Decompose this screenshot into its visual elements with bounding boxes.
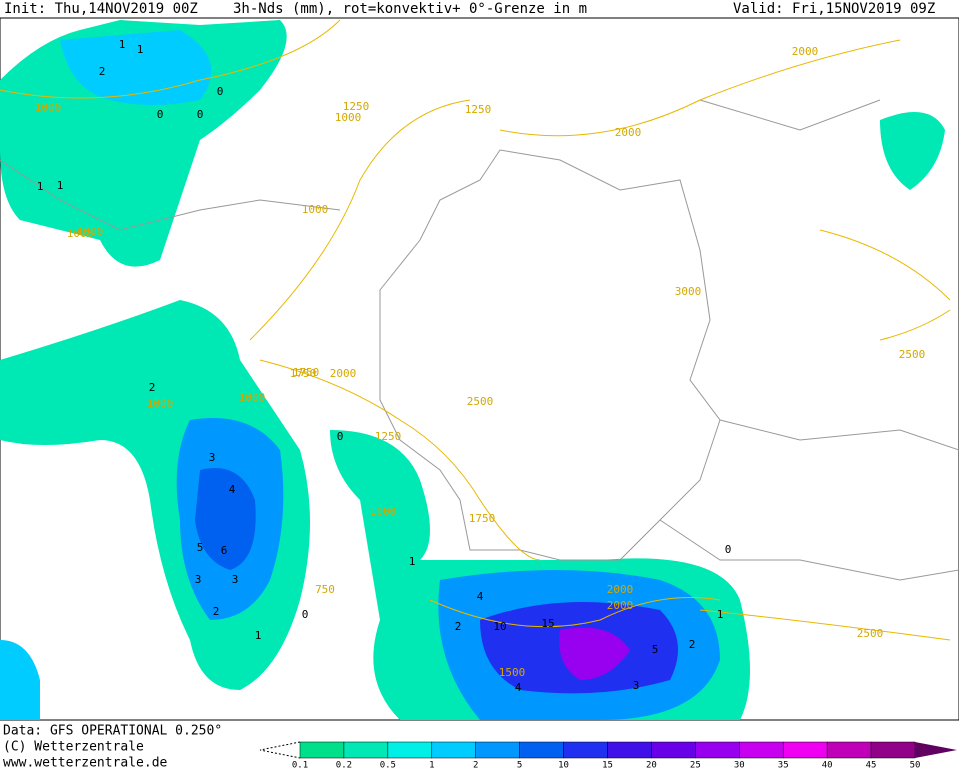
colorbar-box bbox=[651, 741, 696, 759]
precip-label: 2 bbox=[149, 381, 156, 394]
colorbar-box bbox=[343, 741, 389, 759]
precip-label: 6 bbox=[221, 544, 228, 557]
contour-label: 1000 bbox=[239, 391, 266, 404]
precip-label: 3 bbox=[633, 679, 640, 692]
colorbar-label: 35 bbox=[778, 761, 789, 770]
precip-label: 2 bbox=[99, 65, 106, 78]
colorbar-label: 20 bbox=[646, 761, 657, 770]
colorbar-label: 25 bbox=[690, 761, 701, 770]
contour-label: 1000 bbox=[335, 111, 362, 124]
colorbar: 0.1 0.2 0.5 1 2 5 10 15 20 25 30 35 40 45 50 bbox=[259, 741, 957, 770]
contour-label: 1750 bbox=[290, 367, 317, 380]
precip-label: 1 bbox=[37, 180, 44, 193]
precip-label: 3 bbox=[209, 451, 216, 464]
precip-label: 0 bbox=[302, 608, 309, 621]
colorbar-box bbox=[519, 741, 564, 759]
colorbar-box bbox=[431, 741, 476, 759]
colorbar-box bbox=[475, 741, 520, 759]
colorbar-label: 40 bbox=[822, 761, 833, 770]
contour-label: 3000 bbox=[675, 285, 702, 298]
precip-areas bbox=[0, 20, 945, 720]
precip-label: 4 bbox=[229, 483, 236, 496]
contour-label: 1000 bbox=[370, 505, 397, 518]
colorbar-box bbox=[782, 741, 828, 759]
precip-label: 1 bbox=[57, 179, 64, 192]
footer: Data: GFS OPERATIONAL 0.250°(C) Wetterze… bbox=[3, 724, 222, 770]
colorbar-label: 45 bbox=[866, 761, 877, 770]
precip-label: 0 bbox=[725, 543, 732, 556]
contour-label: 2000 bbox=[607, 583, 634, 596]
contour-label: 2000 bbox=[330, 367, 357, 380]
precip-label: 1 bbox=[119, 38, 126, 51]
colorbar-box bbox=[870, 741, 916, 759]
contour-label: 1250 bbox=[465, 103, 492, 116]
contour-label: 1000 bbox=[302, 203, 329, 216]
contour-label: 1250 bbox=[343, 100, 370, 113]
contour-label: 1500 bbox=[499, 666, 526, 679]
colorbar-label: 50 bbox=[910, 761, 921, 770]
precip-label: 1 bbox=[409, 555, 416, 568]
precip-label: 1 bbox=[717, 608, 724, 621]
colorbar-label: 1 bbox=[429, 761, 434, 770]
precip-label: 0 bbox=[197, 108, 204, 121]
contours bbox=[0, 19, 951, 641]
colorbar-box bbox=[695, 741, 740, 759]
contour-label: 1250 bbox=[375, 430, 402, 443]
map-title: 3h-Nds (mm), rot=konvektiv+ 0°-Grenze in… bbox=[233, 1, 587, 17]
footer-line: (C) Wetterzentrale bbox=[3, 740, 144, 755]
contour-label: 1750 bbox=[469, 512, 496, 525]
contour-label: 2000 bbox=[615, 126, 642, 139]
colorbar-box bbox=[299, 741, 345, 759]
contour-label: 2500 bbox=[857, 627, 884, 640]
precip-label: 5 bbox=[652, 643, 659, 656]
colorbar-label: 0.1 bbox=[292, 761, 308, 770]
colorbar-box bbox=[563, 741, 608, 759]
precip-label: 10 bbox=[493, 620, 506, 633]
colorbar-end bbox=[915, 742, 957, 758]
contour-label: 1000 bbox=[147, 397, 174, 410]
precip-label: 3 bbox=[195, 573, 202, 586]
precip-label: 0 bbox=[337, 430, 344, 443]
colorbar-label: 10 bbox=[558, 761, 569, 770]
contour-label: 1750 bbox=[293, 366, 320, 379]
precip-label: 2 bbox=[689, 638, 696, 651]
precip-label: 0 bbox=[217, 85, 224, 98]
colorbar-label: 5 bbox=[517, 761, 522, 770]
contour-label: 1000 bbox=[35, 101, 62, 114]
precip-label: 2 bbox=[455, 620, 462, 633]
colorbar-box bbox=[607, 741, 652, 759]
precip-label: 5 bbox=[197, 541, 204, 554]
footer-line: www.wetterzentrale.de bbox=[3, 756, 168, 770]
contour-label: 2500 bbox=[899, 348, 926, 361]
contour-label: 2000 bbox=[792, 45, 819, 58]
colorbar-label: 30 bbox=[734, 761, 745, 770]
contour-label: 2500 bbox=[467, 395, 494, 408]
init-time: Init: Thu,14NOV2019 00Z bbox=[4, 1, 198, 17]
valid-time: Valid: Fri,15NOV2019 09Z bbox=[733, 1, 935, 17]
contour-label: 1000 bbox=[67, 227, 94, 240]
contour-label: 1000 bbox=[77, 225, 104, 238]
precip-label: 1 bbox=[137, 43, 144, 56]
borders bbox=[0, 99, 959, 581]
precip-label: 1 bbox=[255, 629, 262, 642]
colorbar-box bbox=[826, 741, 872, 759]
precip-label: 3 bbox=[232, 573, 239, 586]
map-labels: 1000 125010001000100012502000200010003000… bbox=[35, 38, 926, 694]
precip-label: 2 bbox=[213, 605, 220, 618]
colorbar-box bbox=[387, 741, 433, 759]
precip-label: 4 bbox=[477, 590, 484, 603]
contour-label: 750 bbox=[315, 583, 335, 596]
precip-label: 15 bbox=[541, 617, 554, 630]
contour-label: 2000 bbox=[607, 599, 634, 612]
colorbar-label: 15 bbox=[602, 761, 613, 770]
colorbar-label: 0.2 bbox=[336, 761, 352, 770]
colorbar-label: 0.5 bbox=[380, 761, 396, 770]
colorbar-label: 2 bbox=[473, 761, 478, 770]
precip-label: 0 bbox=[157, 108, 164, 121]
footer-line: Data: GFS OPERATIONAL 0.250° bbox=[3, 724, 222, 739]
colorbar-box bbox=[739, 741, 784, 759]
precip-label: 4 bbox=[515, 681, 522, 694]
